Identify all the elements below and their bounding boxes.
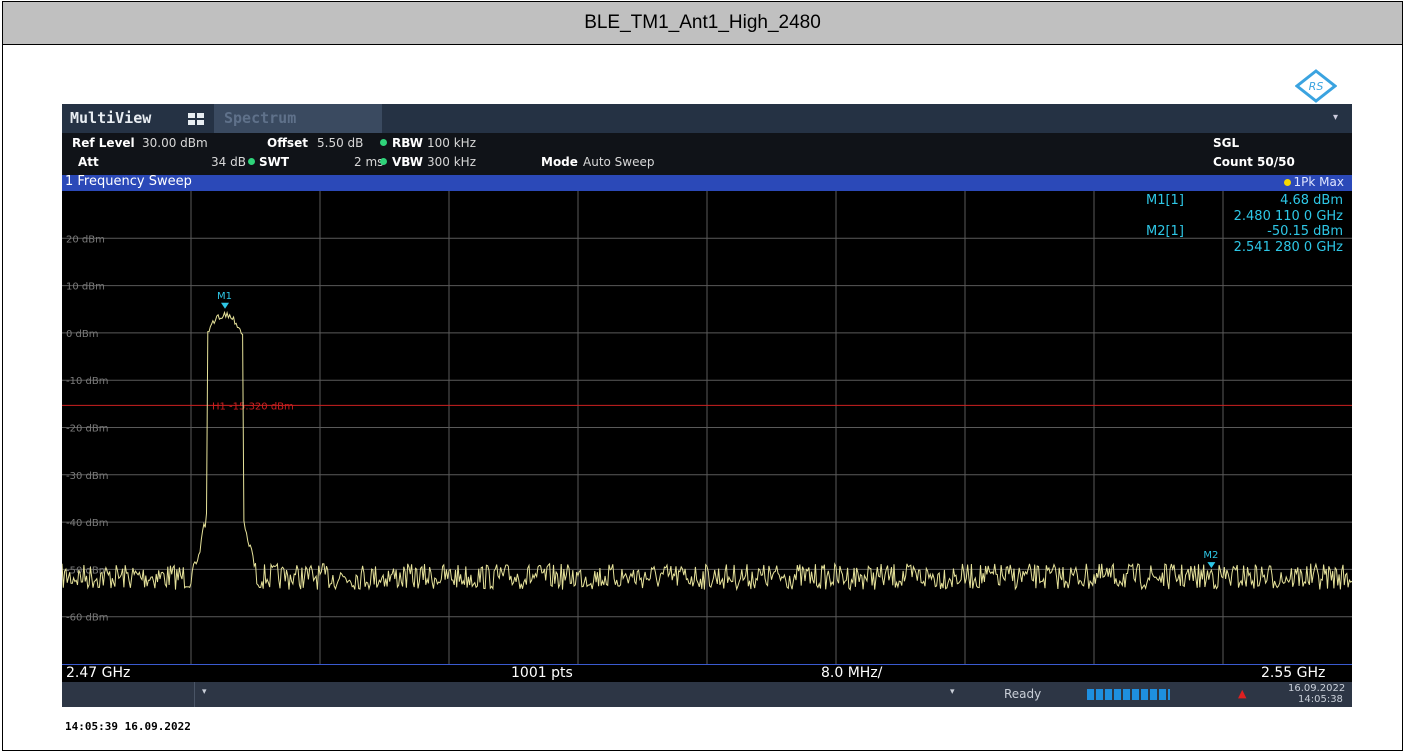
vbw-coupled-icon [380,158,387,165]
trace-color-icon [1283,179,1291,186]
y-axis-label: -40 dBm [66,518,108,529]
sweep-count: Count 50/50 [1213,155,1295,169]
tab-spectrum[interactable]: Spectrum [214,104,382,133]
stop-frequency: 2.55 GHz [1261,665,1326,681]
status-time: 14:05:38 [1298,694,1343,705]
y-axis-label: 10 dBm [66,282,105,293]
marker-table-label: M1[1] [1146,193,1184,208]
y-axis-label: -20 dBm [66,424,108,435]
vbw-label: VBW [392,155,424,169]
status-bar: ▾ ▾ Ready ▲ 16.09.2022 14:05:38 [62,682,1352,707]
status-date: 16.09.2022 [1288,683,1346,694]
y-axis-label: -50 dBm [66,565,108,576]
tab-bar: MultiView Spectrum ▾ [62,104,1352,133]
frequency-sweep-header: 1 Frequency Sweep 1Pk Max [62,174,1352,191]
swt-label: SWT [259,155,290,169]
marker-m1-tag: M1 [217,291,232,302]
ref-level-value: 30.00 dBm [142,136,208,150]
sgl-indicator: SGL [1213,136,1240,150]
y-axis-label: 20 dBm [66,234,105,245]
page-title: BLE_TM1_Ant1_High_2480 [3,2,1402,45]
marker-m2-icon [1207,562,1216,569]
spectrum-trace [62,310,1352,592]
status-dropdown-right-icon[interactable]: ▾ [950,687,955,697]
frequency-axis-info: 2.47 GHz 1001 pts 8.0 MHz/ 2.55 GHz [62,664,1352,683]
analyzer-screen: MultiView Spectrum ▾ Ref Level 30.00 dBm… [62,104,1352,707]
tab-dropdown-icon[interactable]: ▾ [1332,112,1338,123]
trace-mode: 1Pk Max [1283,175,1344,189]
sweep-points: 1001 pts [511,665,573,681]
capture-timestamp: 14:05:39 16.09.2022 [65,720,191,733]
svg-text:RS: RS [1309,80,1324,93]
marker-table-label: M2[1] [1146,224,1184,239]
marker-table-level: 4.68 dBm [1280,193,1343,208]
marker-table-frequency: 2.541 280 0 GHz [1234,240,1344,255]
rohde-schwarz-logo-icon: RS [1295,69,1337,103]
start-frequency: 2.47 GHz [66,665,131,681]
offset-value: 5.50 dB [317,136,364,150]
y-axis-label: -10 dBm [66,376,108,387]
swt-coupled-icon [248,158,255,165]
trace-mode-label: 1Pk Max [1293,175,1344,189]
y-axis-label: -30 dBm [66,471,108,482]
tab-multiview[interactable]: MultiView [70,109,152,127]
offset-label: Offset [267,136,308,150]
settings-panel: Ref Level 30.00 dBm Offset 5.50 dB RBW 1… [62,133,1352,175]
spectrum-plot[interactable]: 20 dBm 10 dBm 0 dBm -10 dBm -20 dBm -30 dBm -4… [62,191,1352,664]
sweep-title: 1 Frequency Sweep [65,174,192,189]
rbw-value: 100 kHz [427,136,476,150]
marker-m2-tag: M2 [1203,550,1218,561]
marker-table-frequency: 2.480 110 0 GHz [1234,209,1344,224]
marker-table-level: -50.15 dBm [1267,224,1343,239]
ready-status: Ready [1004,687,1042,701]
swt-value: 2 ms [354,155,384,169]
status-dropdown-left-icon[interactable]: ▾ [202,687,207,697]
y-axis-label: -60 dBm [66,613,108,624]
vbw-value: 300 kHz [427,155,476,169]
span-per-division: 8.0 MHz/ [821,665,883,681]
network-icon: ▲ [1238,687,1247,700]
status-divider [194,682,195,707]
mode-value: Auto Sweep [583,155,655,169]
rbw-coupled-icon [380,139,387,146]
att-value: 34 dB [211,155,246,169]
progress-bar [1087,689,1170,700]
threshold-label: H1 -15.320 dBm [212,401,294,412]
marker-m1-icon [221,302,230,309]
y-axis-label: 0 dBm [66,329,99,340]
att-label: Att [78,155,99,169]
multiview-grid-icon[interactable] [188,113,204,125]
rbw-label: RBW [392,136,423,150]
ref-level-label: Ref Level [72,136,135,150]
mode-label: Mode [541,155,578,169]
